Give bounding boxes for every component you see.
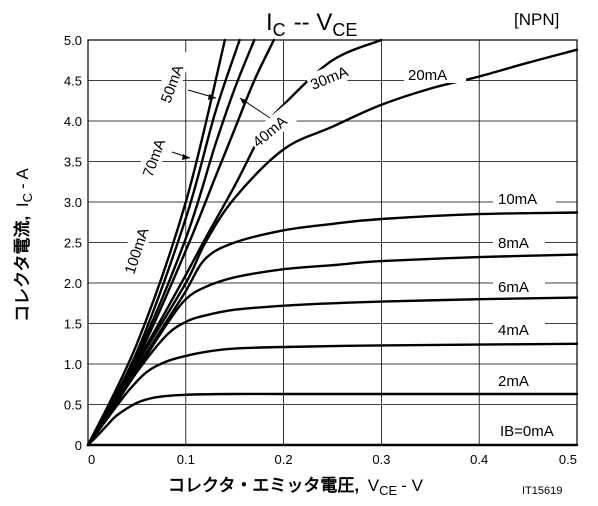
x-tick-label: 0.2 [275, 452, 293, 467]
label-2ma: 2mA [498, 373, 529, 390]
x-tick-label: 0 [88, 452, 95, 467]
x-tick-label: 0.3 [372, 452, 390, 467]
x-axis-label-v: V [368, 476, 380, 495]
svg-text:コレクタ・エミッタ電圧, VCE- V: コレクタ・エミッタ電圧, VCE - V [168, 476, 424, 498]
npn-tag: [NPN] [514, 10, 559, 29]
label-8ma: 8mA [498, 235, 529, 252]
y-tick-label: 1.5 [64, 317, 82, 332]
label-6ma: 6mA [498, 279, 529, 296]
x-axis-label: コレクタ・エミッタ電圧, VCE - V [168, 476, 424, 498]
curve-10ma [86, 211, 579, 447]
curve-2ma [86, 392, 579, 447]
x-axis-label-sub: CE [379, 483, 397, 498]
label-10ma: 10mA [498, 191, 537, 208]
label-20ma: 20mA [408, 67, 447, 84]
x-tick-label: 0.5 [559, 452, 577, 467]
title-sub-ce: CE [332, 20, 357, 40]
leader-40ma [239, 97, 271, 119]
y-axis-label-jp: コレクタ電流, [12, 216, 32, 322]
curve-labels: 10mA 8mA 6mA 4mA 2mA IB=0mA 20mA 30mA 40… [118, 47, 576, 440]
y-tick-label: 5.0 [64, 33, 82, 48]
svg-text:コレクタ電流, IC- A: コレクタ電流, IC - A [12, 167, 35, 321]
y-tick-label: 3.5 [64, 155, 82, 170]
x-tick-label: 0.1 [177, 452, 195, 467]
title-separator: -- V [294, 9, 333, 36]
curve-100ma [86, 38, 227, 447]
label-ib-0ma: IB=0mA [500, 423, 554, 440]
chart-title: IC -- VCE [266, 9, 357, 40]
y-tick-label: 1.0 [64, 357, 82, 372]
y-axis-label-i: I [13, 202, 32, 207]
y-tick-labels: 0 0.5 1.0 1.5 2.0 2.5 3.0 3.5 4.0 4.5 5.0 [64, 33, 82, 453]
title-i: I [266, 9, 273, 36]
x-axis-label-unit: - V [401, 476, 423, 495]
curves [86, 38, 579, 447]
y-axis-label-sub: C [20, 193, 35, 202]
label-4ma: 4mA [498, 322, 529, 339]
y-tick-label: 0 [75, 438, 82, 453]
curve-8ma [86, 253, 579, 447]
svg-text:IC-- VCE: IC -- VCE [266, 9, 357, 40]
curve-20ma [86, 48, 579, 447]
x-tick-label: 0.4 [470, 452, 488, 467]
y-tick-label: 3.0 [64, 195, 82, 210]
x-axis-label-jp: コレクタ・エミッタ電圧, [168, 476, 359, 495]
y-tick-label: 2.5 [64, 236, 82, 251]
y-tick-label: 0.5 [64, 398, 82, 413]
y-axis-label: コレクタ電流, IC - A [12, 167, 35, 321]
y-tick-label: 4.0 [64, 114, 82, 129]
figure-code: IT15619 [522, 485, 562, 497]
curve-70ma [86, 38, 241, 447]
y-axis-label-unit: - A [13, 167, 32, 188]
title-sub-c: C [273, 20, 286, 40]
curve-40ma [86, 38, 275, 447]
curve-4ma [86, 342, 579, 447]
y-tick-label: 2.0 [64, 276, 82, 291]
y-tick-label: 4.5 [64, 74, 82, 89]
x-tick-labels: 0 0.1 0.2 0.3 0.4 0.5 [88, 452, 577, 467]
